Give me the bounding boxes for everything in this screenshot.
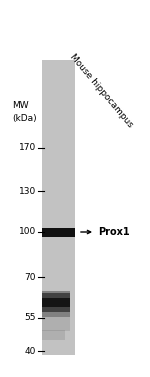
Bar: [42, 302, 70, 303]
Bar: [42, 325, 70, 326]
Bar: [42, 330, 70, 331]
Bar: [42, 307, 70, 308]
Bar: [42, 313, 70, 314]
Bar: [42, 304, 70, 305]
Bar: [42, 319, 70, 320]
Bar: [42, 312, 70, 313]
Text: 130: 130: [19, 187, 36, 196]
Bar: [42, 298, 70, 299]
Bar: [42, 311, 70, 312]
Text: Mouse hippocampus: Mouse hippocampus: [68, 52, 135, 129]
Bar: [42, 301, 70, 302]
Text: 55: 55: [24, 314, 36, 322]
Bar: [42, 315, 70, 316]
Bar: [42, 293, 70, 294]
Bar: [42, 294, 70, 295]
Bar: [42, 322, 70, 323]
Bar: [42, 297, 70, 298]
Text: 100: 100: [19, 227, 36, 236]
Bar: [42, 300, 70, 301]
Bar: [42, 60, 75, 355]
Bar: [42, 295, 70, 296]
Bar: [42, 292, 70, 293]
Bar: [42, 329, 70, 330]
Bar: [42, 316, 70, 317]
Text: 170: 170: [19, 144, 36, 153]
Bar: [42, 320, 70, 321]
Bar: [42, 305, 70, 306]
Text: (kDa): (kDa): [12, 113, 37, 123]
Text: MW: MW: [12, 101, 29, 109]
Bar: [42, 309, 70, 310]
Bar: [42, 308, 70, 309]
Bar: [42, 330, 65, 340]
Bar: [42, 324, 70, 325]
Text: 40: 40: [25, 346, 36, 356]
Bar: [42, 291, 70, 292]
Bar: [42, 306, 70, 307]
Text: 70: 70: [24, 273, 36, 282]
Bar: [42, 318, 70, 319]
Bar: [42, 296, 70, 297]
Bar: [42, 310, 70, 311]
Bar: [42, 303, 70, 304]
Bar: [42, 323, 70, 324]
Bar: [42, 327, 70, 328]
Text: Prox1: Prox1: [98, 227, 130, 237]
Bar: [42, 326, 70, 327]
Bar: [42, 228, 75, 237]
Bar: [42, 314, 70, 315]
Bar: [42, 299, 70, 300]
Bar: [42, 317, 70, 318]
Bar: [42, 328, 70, 329]
Bar: [42, 321, 70, 322]
